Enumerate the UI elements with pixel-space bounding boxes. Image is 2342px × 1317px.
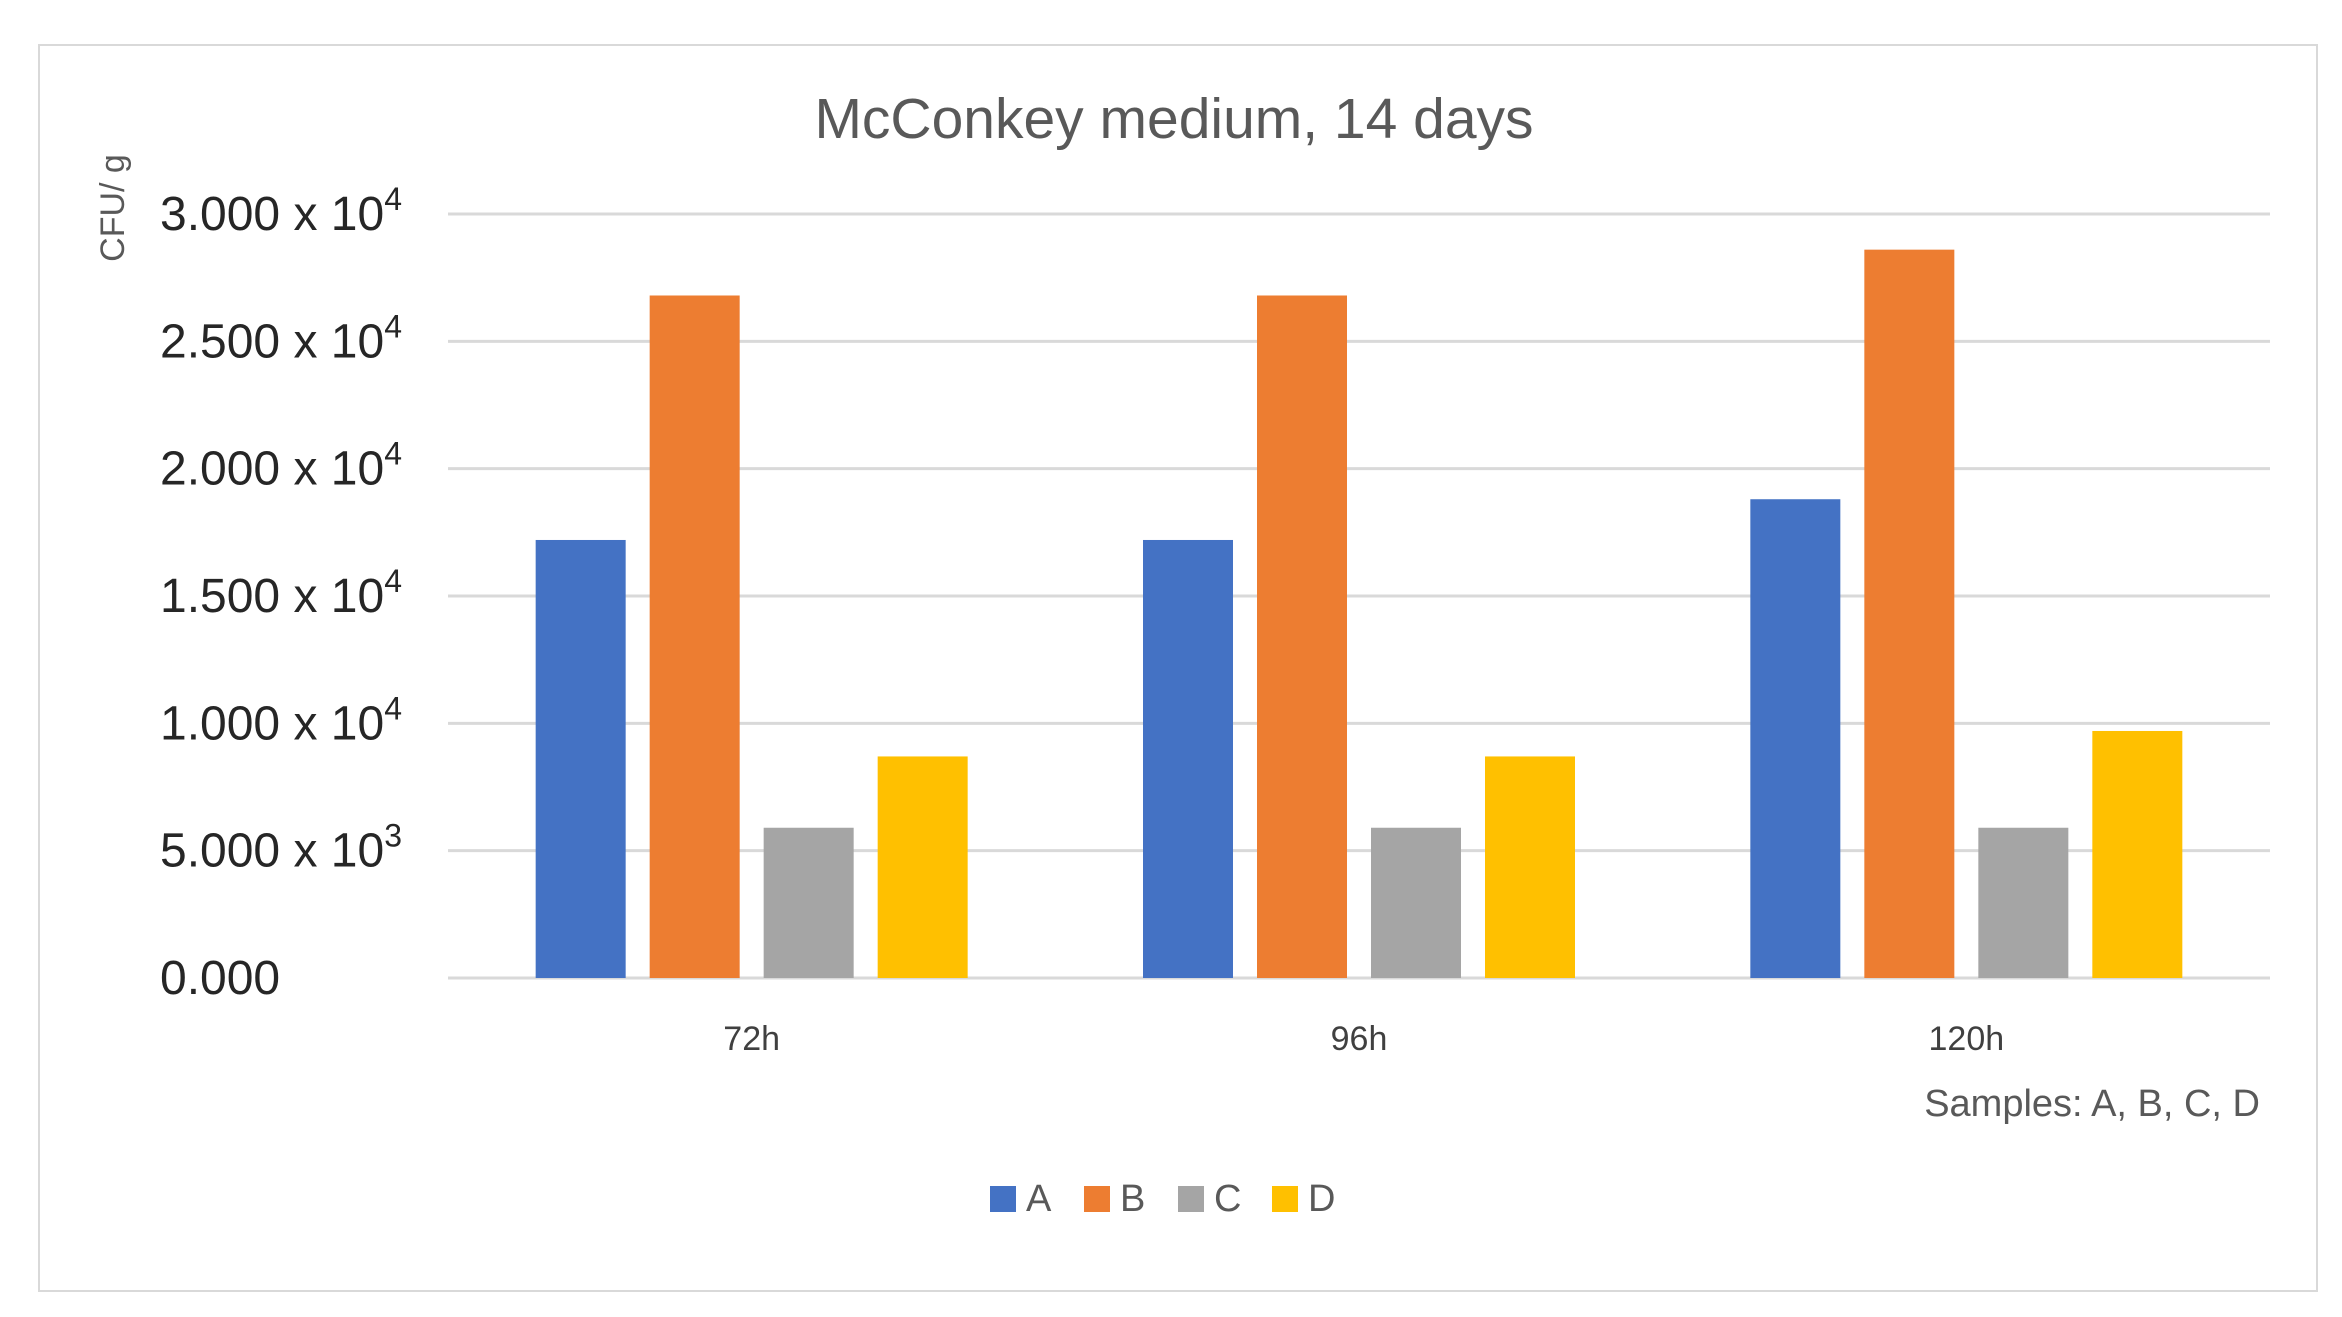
x-tick-labels: 72h 96h 120h [723,1020,2004,1058]
gridlines [448,212,2270,980]
bar-b-120h [1864,249,1955,979]
bar-c-96h [1371,827,1461,978]
y-tick-exponent: 4 [384,308,402,344]
bar-b-96h [1257,295,1347,978]
chart-svg: McConkey medium, 14 days CFU/ g 0.000 5.0… [94,87,2270,1220]
legend-label-d: D [1308,1178,1335,1220]
x-tick-label: 120h [1929,1020,2005,1058]
chart-title: McConkey medium, 14 days [814,87,1533,151]
bar-c-72h [763,827,854,978]
legend: A B C D [990,1178,1335,1220]
y-tick-label: 2.000 x 104 [160,436,402,496]
y-tick-label: 1.000 x 104 [160,690,402,750]
legend-swatch-d [1272,1186,1298,1212]
bar-b-72h [649,295,740,978]
y-tick-exponent: 4 [384,436,402,472]
y-tick-label: 3.000 x 104 [160,181,402,241]
samples-note: Samples: A, B, C, D [1924,1083,2260,1125]
bar-a-72h [535,539,626,978]
y-tick-label: 1.500 x 104 [160,563,402,623]
y-tick-exponent: 4 [384,563,402,599]
y-tick-exponent: 3 [384,818,402,854]
bar-d-72h [877,756,968,978]
x-tick-label: 72h [723,1020,780,1058]
x-tick-label: 96h [1331,1020,1388,1058]
y-tick-label: 2.500 x 104 [160,308,402,368]
bar-d-120h [2092,730,2183,978]
y-axis-label: CFU/ g [94,154,132,262]
chart-frame: McConkey medium, 14 days CFU/ g 0.000 5.0… [38,44,2318,1292]
legend-label-a: A [1026,1178,1052,1220]
bar-a-120h [1750,499,1841,978]
legend-swatch-a [990,1186,1016,1212]
legend-label-b: B [1120,1178,1145,1220]
y-tick-exponent: 4 [384,181,402,217]
bar-c-120h [1978,827,2069,978]
bar-a-96h [1143,539,1233,978]
y-tick-labels: 0.000 5.000 x 103 1.000 x 104 1.500 x 104 2.… [160,181,402,1005]
y-tick-label: 0.000 [160,952,280,1005]
legend-swatch-b [1084,1186,1110,1212]
y-tick-label: 5.000 x 103 [160,818,402,878]
bars [535,249,2183,979]
legend-swatch-c [1178,1186,1204,1212]
y-tick-exponent: 4 [384,690,402,726]
legend-label-c: C [1214,1178,1241,1220]
bar-d-96h [1485,756,1575,978]
